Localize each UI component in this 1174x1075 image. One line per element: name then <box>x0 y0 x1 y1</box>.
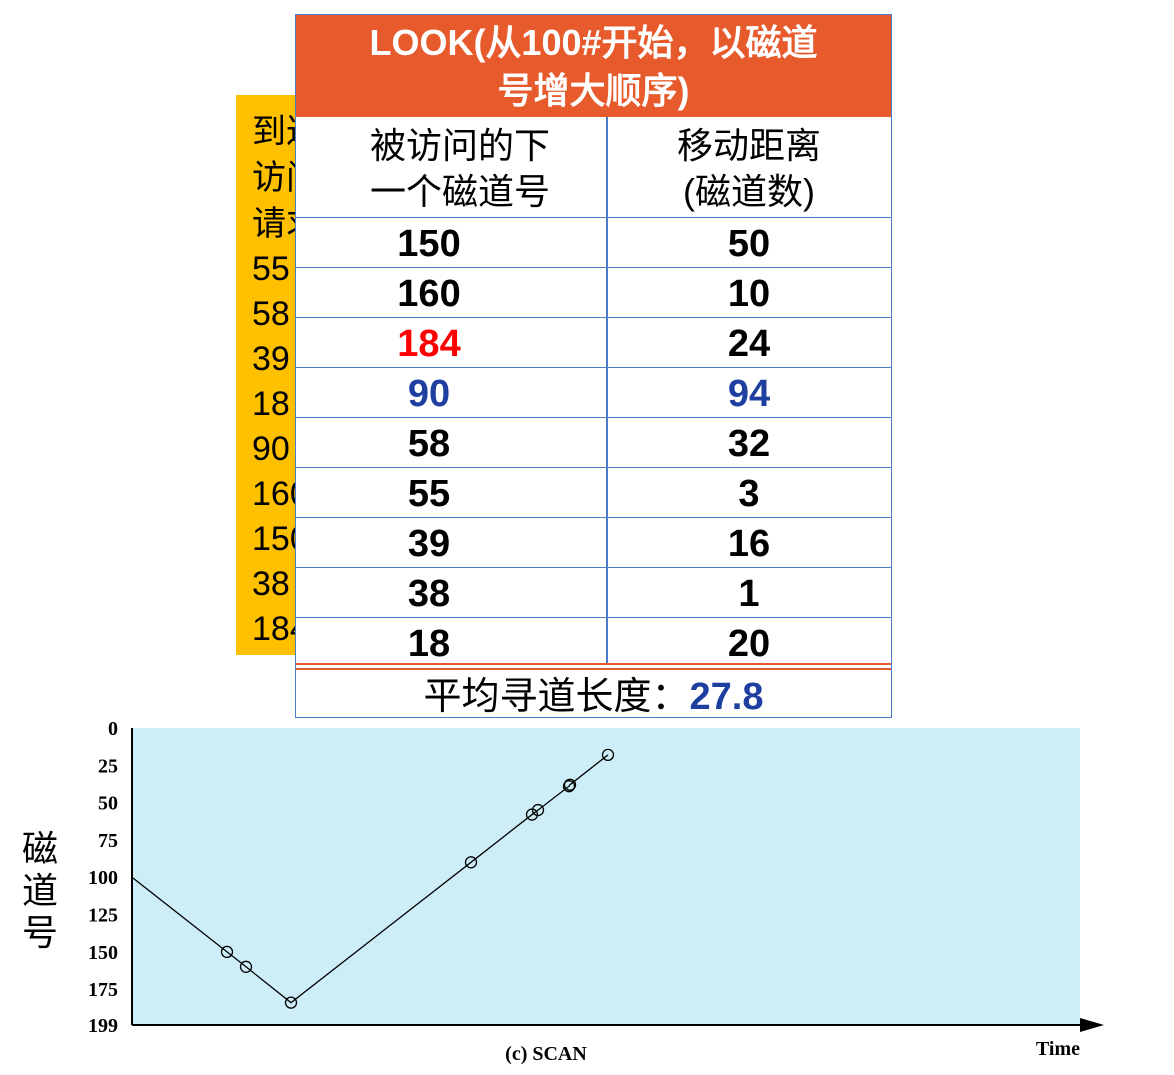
plot-area <box>132 728 1080 1025</box>
next-track-cell: 184 <box>397 323 461 365</box>
x-axis-arrow <box>1080 1018 1104 1032</box>
seek-point-marker <box>239 960 253 973</box>
next-track-cell: 160 <box>397 273 461 315</box>
table-row: 58 32 <box>296 417 891 467</box>
table-row: 38 1 <box>296 567 891 617</box>
seek-point-marker <box>563 778 577 791</box>
next-track-cell: 18 <box>407 623 451 665</box>
row-divider <box>296 617 891 618</box>
table-row: 55 3 <box>296 467 891 517</box>
footer-divider <box>296 668 891 670</box>
row-divider <box>296 267 891 268</box>
seek-point-marker <box>601 748 615 762</box>
y-tick-label: 199 <box>88 1015 118 1037</box>
next-track-cell: 55 <box>407 473 451 515</box>
distance-cell: 50 <box>727 223 771 265</box>
row-divider <box>296 367 891 368</box>
y-axis-label: 磁道号 <box>22 828 59 953</box>
distance-cell: 94 <box>727 373 771 415</box>
request-value: 58 <box>252 295 290 333</box>
table-row: 18 20 <box>296 617 891 667</box>
distance-cell: 10 <box>727 273 771 315</box>
row-divider <box>296 517 891 518</box>
request-value: 90 <box>252 430 290 468</box>
request-value: 39 <box>252 340 290 378</box>
table-title: LOOK(从100#开始，以磁道 号增大顺序) <box>296 15 891 117</box>
y-tick-label: 25 <box>98 755 118 777</box>
request-value: 18 <box>252 385 290 423</box>
next-track-cell: 150 <box>397 223 461 265</box>
seek-point-marker <box>464 856 478 869</box>
x-axis-label: Time <box>1036 1038 1080 1060</box>
seek-point-marker <box>220 945 234 959</box>
request-value: 55 <box>252 250 290 288</box>
row-divider <box>296 217 891 218</box>
y-tick-label: 125 <box>88 905 118 927</box>
y-tick-labels: 0 25 50 75 100 125 150 175 199 <box>88 718 118 1037</box>
y-tick-label: 175 <box>88 979 118 1001</box>
seek-point-marker <box>531 803 545 817</box>
average-label: 平均寻道长度： <box>423 676 690 718</box>
row-divider <box>296 467 891 468</box>
distance-cell: 20 <box>727 623 771 665</box>
row-divider <box>296 567 891 568</box>
seek-path-line <box>131 754 609 1004</box>
next-track-cell: 38 <box>407 573 451 615</box>
y-tick-label: 100 <box>88 867 118 889</box>
table-row: 39 16 <box>296 517 891 567</box>
seek-markers <box>220 748 615 1009</box>
look-table: LOOK(从100#开始，以磁道 号增大顺序) 被访问的下 一个磁道号 移动距离… <box>295 14 892 718</box>
y-tick-label: 0 <box>108 718 118 740</box>
next-track-cell: 58 <box>407 423 451 465</box>
table-row: 90 94 <box>296 367 891 417</box>
average-seek-length: 平均寻道长度：27.8 <box>296 671 891 719</box>
y-tick-label: 150 <box>88 942 118 964</box>
distance-cell: 16 <box>727 523 771 565</box>
average-value: 27.8 <box>689 676 764 718</box>
next-track-cell: 90 <box>407 373 451 415</box>
request-value: 38 <box>252 565 290 603</box>
chart-caption: (c) SCAN <box>505 1043 587 1065</box>
table-row: 184 24 <box>296 317 891 367</box>
seek-point-marker <box>284 996 298 1009</box>
col-header-distance: 移动距离 (磁道数) <box>676 125 821 212</box>
table-row: 150 50 <box>296 217 891 267</box>
col-header-next-track: 被访问的下 一个磁道号 <box>370 125 551 212</box>
next-track-cell: 39 <box>407 523 451 565</box>
y-tick-label: 75 <box>98 830 118 852</box>
row-divider <box>296 417 891 418</box>
distance-cell: 1 <box>738 573 760 615</box>
row-divider <box>296 317 891 318</box>
footer-divider <box>296 663 891 665</box>
distance-cell: 32 <box>727 423 771 465</box>
distance-cell: 3 <box>738 473 760 515</box>
seek-chart: 0 25 50 75 100 125 150 175 199 Time (c) SCAN <box>88 718 1104 1065</box>
column-divider <box>606 117 608 665</box>
distance-cell: 24 <box>727 323 771 365</box>
seek-point-marker <box>562 780 576 793</box>
y-tick-label: 50 <box>98 793 118 815</box>
table-row: 160 10 <box>296 267 891 317</box>
